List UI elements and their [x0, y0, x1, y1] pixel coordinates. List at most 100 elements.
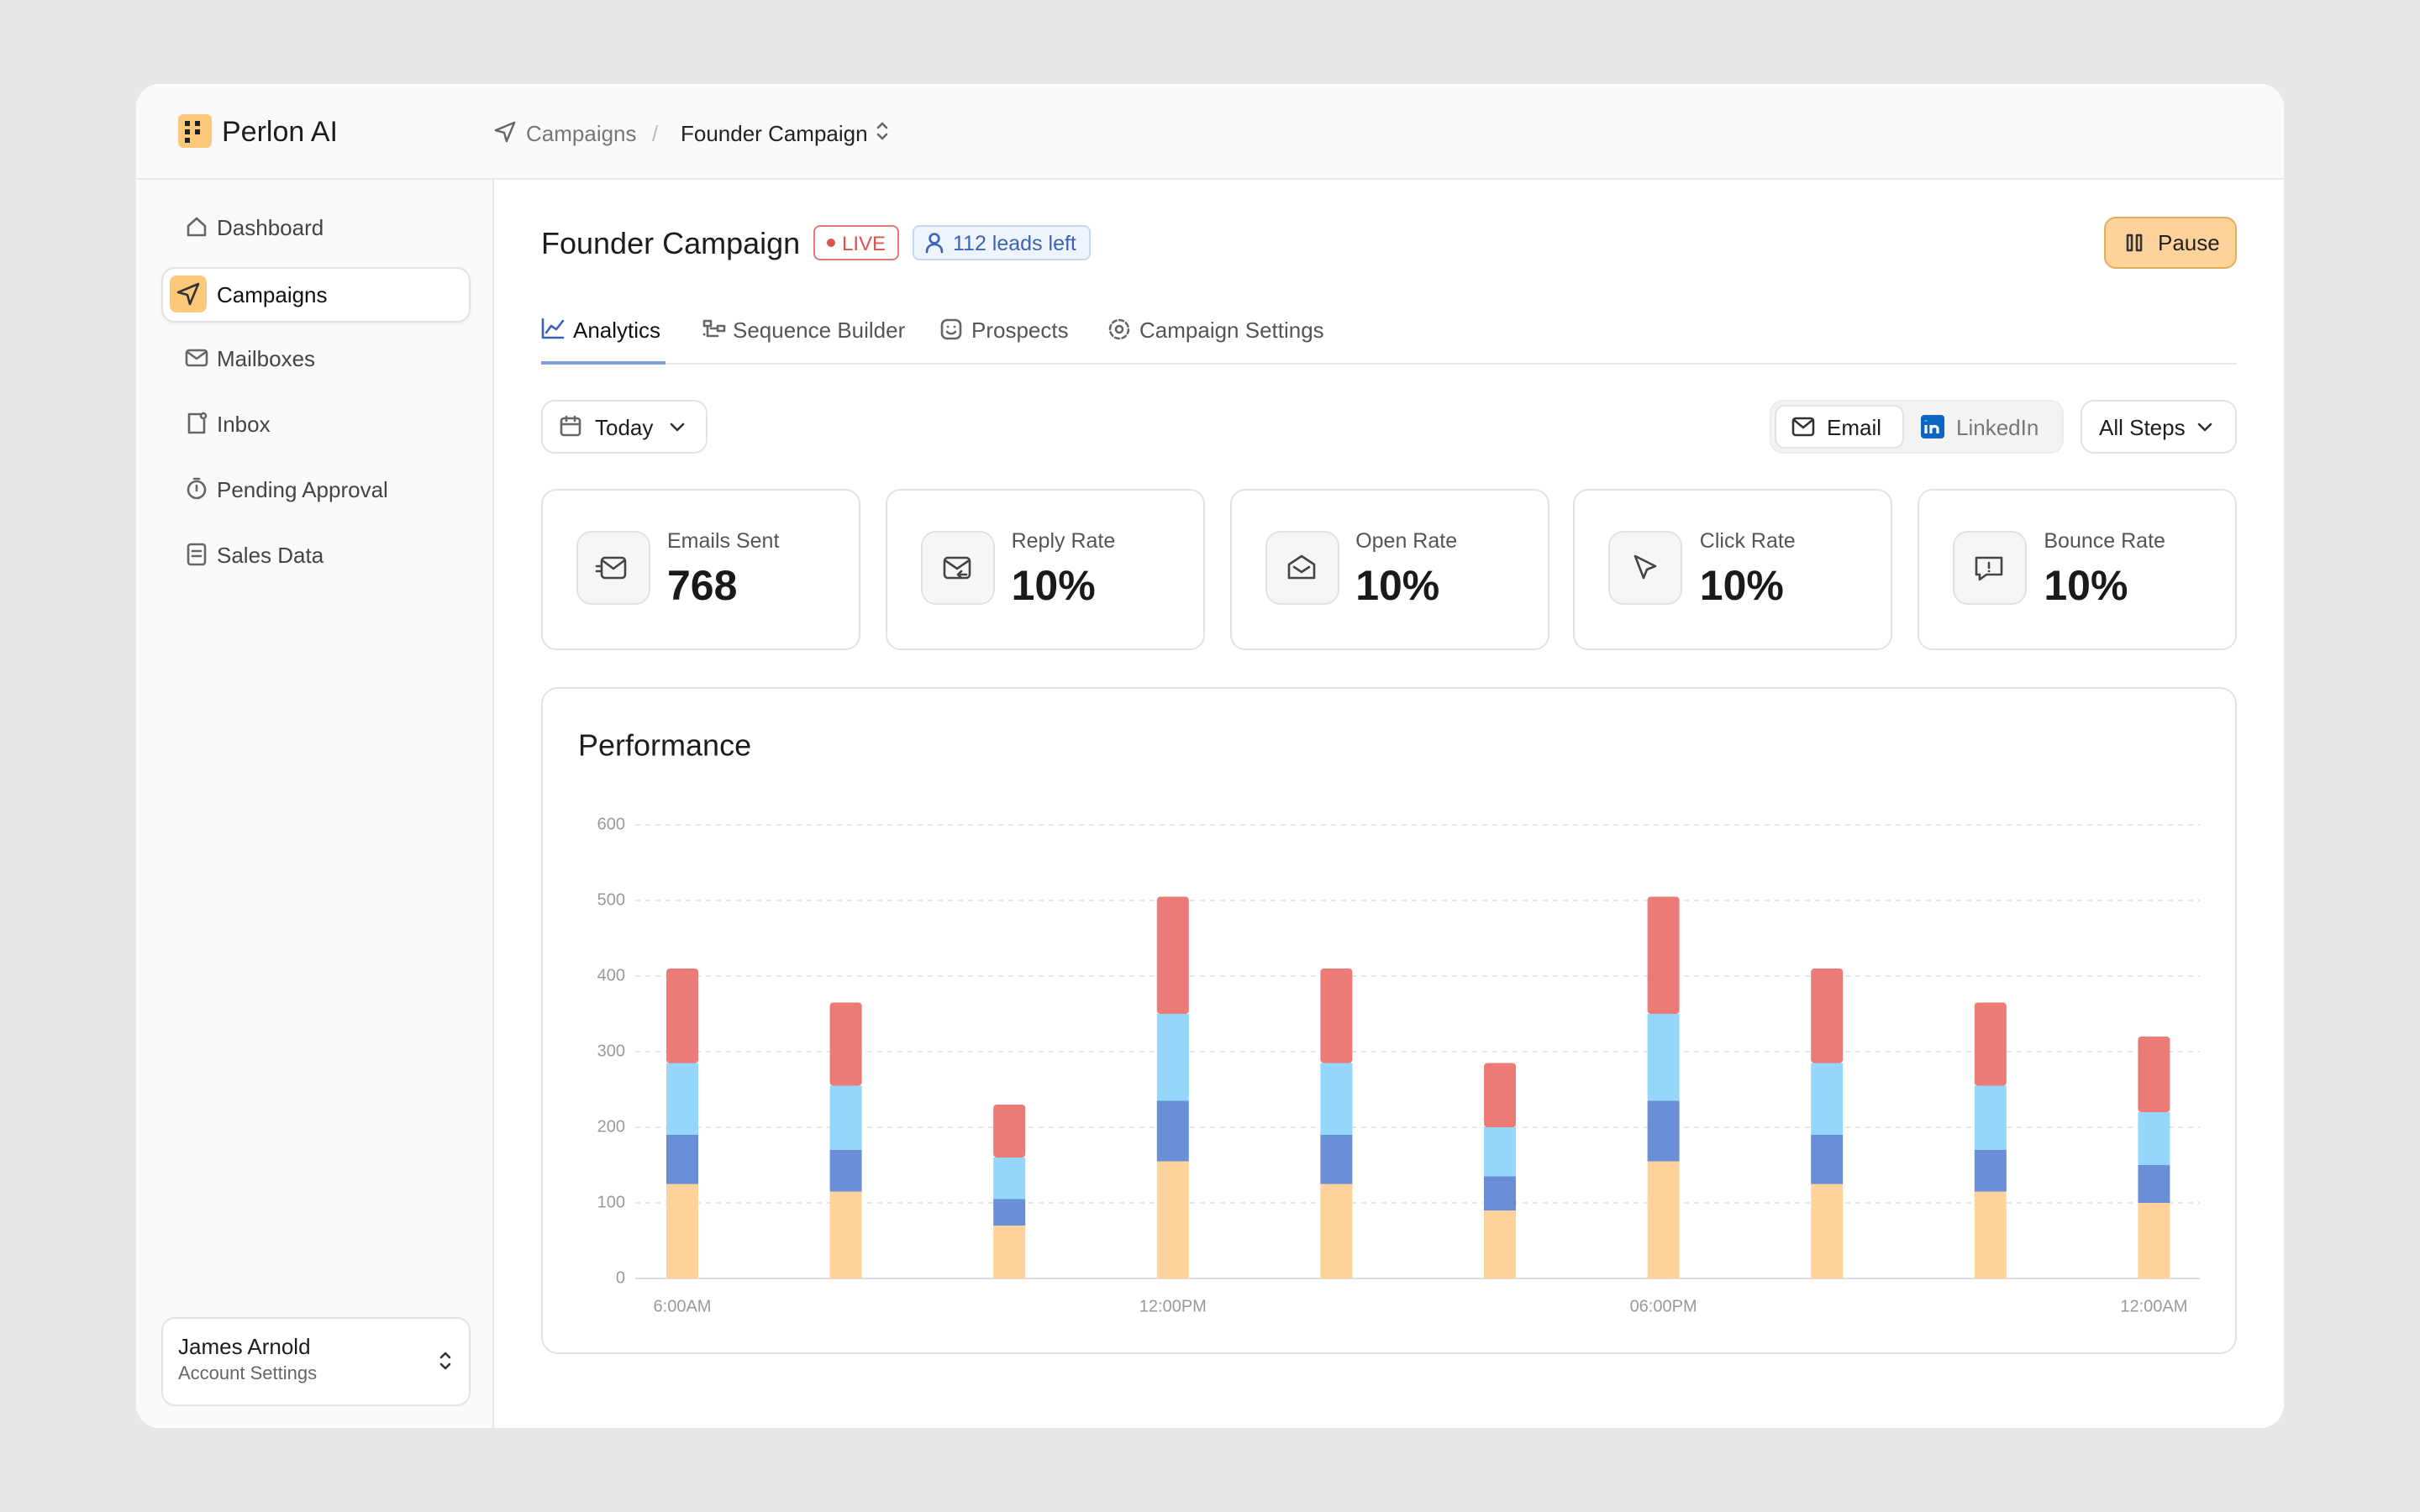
- bar-segment: [829, 1002, 862, 1086]
- app-name: Perlon AI: [222, 116, 338, 148]
- performance-card: Performance 0 100 200 300 400 500 600 6:00AM 12:…: [541, 687, 2237, 1354]
- bar-segment: [1811, 1135, 1844, 1184]
- nav-item[interactable]: Sales Data: [217, 543, 324, 568]
- bar-segment: [993, 1226, 1026, 1278]
- stat-card: Reply Rate 10%: [885, 489, 1205, 650]
- stat-label: Open Rate: [1355, 529, 1458, 553]
- bar-segment: [1156, 1161, 1189, 1278]
- tab[interactable]: Campaign Settings: [1139, 318, 1324, 343]
- bar-segment: [1484, 1210, 1516, 1278]
- channel-email[interactable]: [1775, 405, 1904, 449]
- y-tick-label: 500: [597, 890, 625, 909]
- bar-segment: [993, 1199, 1026, 1226]
- bar-segment: [1647, 1014, 1680, 1101]
- stat-label: Click Rate: [1699, 529, 1796, 553]
- bar-segment: [829, 1150, 862, 1192]
- user-icon: [925, 233, 944, 254]
- stat-icon-box: [1953, 531, 2028, 605]
- logo: [178, 114, 212, 148]
- bar-segment: [993, 1158, 1026, 1200]
- chevron-down: [670, 423, 685, 432]
- stat-value: 10%: [1699, 563, 1784, 610]
- stat-card: Click Rate 10%: [1573, 489, 1893, 650]
- tab-underline: [541, 361, 666, 365]
- stat-icon: [943, 556, 971, 580]
- bar-segment: [1320, 1184, 1353, 1278]
- linkedin-icon[interactable]: [1921, 415, 1944, 438]
- tab-divider: [541, 363, 2237, 365]
- bar-segment: [2138, 1203, 2170, 1278]
- bar-segment: [666, 1135, 698, 1184]
- nav-item[interactable]: Dashboard: [217, 215, 324, 240]
- app-window: Perlon AI Campaigns / Founder Campaign J…: [136, 84, 2284, 1428]
- channel-linkedin-label: LinkedIn: [1956, 415, 2039, 440]
- x-tick-label: 06:00PM: [1630, 1297, 1697, 1315]
- steps-filter[interactable]: [2081, 400, 2237, 454]
- bar-segment: [1974, 1085, 2007, 1150]
- chart-title: Performance: [578, 728, 751, 763]
- stat-card: Emails Sent 768: [541, 489, 860, 650]
- bar-segment: [1647, 1161, 1680, 1278]
- bar-segment: [2138, 1037, 2170, 1112]
- nav-icon: [187, 477, 207, 500]
- y-tick-label: 200: [597, 1117, 625, 1136]
- stat-icon-box: [576, 531, 650, 605]
- nav-icon: [187, 217, 207, 237]
- bar-segment: [1811, 1063, 1844, 1135]
- bar-segment: [666, 1184, 698, 1278]
- stat-value: 10%: [2044, 563, 2128, 610]
- stat-icon: [595, 556, 627, 580]
- bar-segment: [2138, 1165, 2170, 1203]
- nav-item[interactable]: Mailboxes: [217, 346, 316, 371]
- nav-item[interactable]: Inbox: [217, 412, 271, 437]
- bar-segment: [829, 1191, 862, 1278]
- stat-icon: [1634, 554, 1658, 580]
- chevron-updown: [876, 122, 888, 140]
- stat-value: 10%: [1011, 563, 1096, 610]
- user-menu[interactable]: [161, 1317, 471, 1406]
- date-filter-label: Today: [595, 415, 654, 440]
- bar-segment: [666, 969, 698, 1063]
- pause-label: Pause: [2158, 230, 2220, 255]
- stat-label: Emails Sent: [667, 529, 780, 553]
- x-tick-label: 12:00PM: [1139, 1297, 1207, 1315]
- stat-value: 768: [667, 563, 738, 610]
- breadcrumb-current[interactable]: Founder Campaign: [681, 121, 868, 146]
- bar-segment: [1811, 1184, 1844, 1278]
- x-tick-label: 6:00AM: [654, 1297, 712, 1315]
- active-nav-icon: [170, 276, 207, 312]
- chart: Performance 0 100 200 300 400 500 600 6:00AM 12:…: [578, 728, 2200, 1315]
- calendar-icon: [560, 415, 581, 437]
- bar-segment: [1811, 969, 1844, 1063]
- breadcrumb-separator: /: [652, 121, 659, 146]
- tab[interactable]: Analytics: [573, 318, 661, 343]
- tab[interactable]: Prospects: [971, 318, 1069, 343]
- breadcrumb-link[interactable]: Campaigns: [526, 121, 637, 146]
- stat-icon: [1286, 554, 1315, 580]
- stat-card: Open Rate 10%: [1229, 489, 1549, 650]
- pause-button[interactable]: [2104, 217, 2237, 269]
- campaign-title: Founder Campaign: [541, 227, 801, 260]
- y-tick-label: 300: [597, 1042, 625, 1060]
- chevron-updown: [439, 1352, 451, 1370]
- stat-icon-box: [920, 531, 995, 605]
- nav-item[interactable]: Campaigns: [217, 282, 328, 307]
- steps-filter-label: All Steps: [2099, 415, 2186, 440]
- nav-icon: [187, 412, 208, 434]
- live-dot: [827, 239, 835, 247]
- y-tick-label: 100: [597, 1193, 625, 1211]
- pause-icon: [2126, 234, 2143, 252]
- stat-icon-box: [1265, 531, 1339, 605]
- stat-label: Reply Rate: [1011, 529, 1116, 553]
- tab[interactable]: Sequence Builder: [733, 318, 906, 343]
- stat-icon: [1975, 556, 2003, 581]
- leads-badge: [913, 225, 1091, 260]
- y-tick-label: 400: [597, 966, 625, 984]
- nav-item[interactable]: Pending Approval: [217, 477, 388, 502]
- bar-segment: [1320, 969, 1353, 1063]
- bar-segment: [829, 1085, 862, 1150]
- bar-segment: [1484, 1063, 1516, 1127]
- nav-icon: [185, 349, 208, 367]
